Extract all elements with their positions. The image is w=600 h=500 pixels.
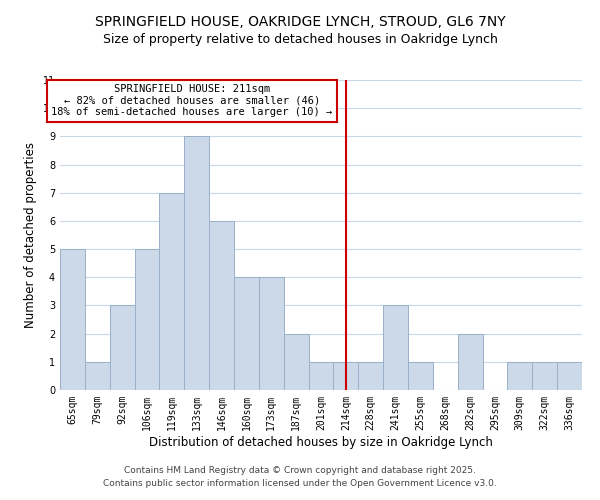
Bar	[85, 362, 110, 390]
Bar	[557, 362, 582, 390]
Bar	[110, 306, 134, 390]
Bar	[383, 306, 408, 390]
Bar	[234, 278, 259, 390]
Bar	[60, 249, 85, 390]
Bar	[358, 362, 383, 390]
Text: SPRINGFIELD HOUSE, OAKRIDGE LYNCH, STROUD, GL6 7NY: SPRINGFIELD HOUSE, OAKRIDGE LYNCH, STROU…	[95, 15, 505, 29]
X-axis label: Distribution of detached houses by size in Oakridge Lynch: Distribution of detached houses by size …	[149, 436, 493, 448]
Bar	[209, 221, 234, 390]
Text: Size of property relative to detached houses in Oakridge Lynch: Size of property relative to detached ho…	[103, 32, 497, 46]
Bar	[408, 362, 433, 390]
Bar	[532, 362, 557, 390]
Bar	[134, 249, 160, 390]
Bar	[308, 362, 334, 390]
Bar	[259, 278, 284, 390]
Text: SPRINGFIELD HOUSE: 211sqm
← 82% of detached houses are smaller (46)
18% of semi-: SPRINGFIELD HOUSE: 211sqm ← 82% of detac…	[51, 84, 332, 117]
Bar	[334, 362, 358, 390]
Text: Contains HM Land Registry data © Crown copyright and database right 2025.
Contai: Contains HM Land Registry data © Crown c…	[103, 466, 497, 487]
Bar	[184, 136, 209, 390]
Bar	[160, 192, 184, 390]
Bar	[458, 334, 482, 390]
Bar	[508, 362, 532, 390]
Bar	[284, 334, 308, 390]
Y-axis label: Number of detached properties: Number of detached properties	[25, 142, 37, 328]
